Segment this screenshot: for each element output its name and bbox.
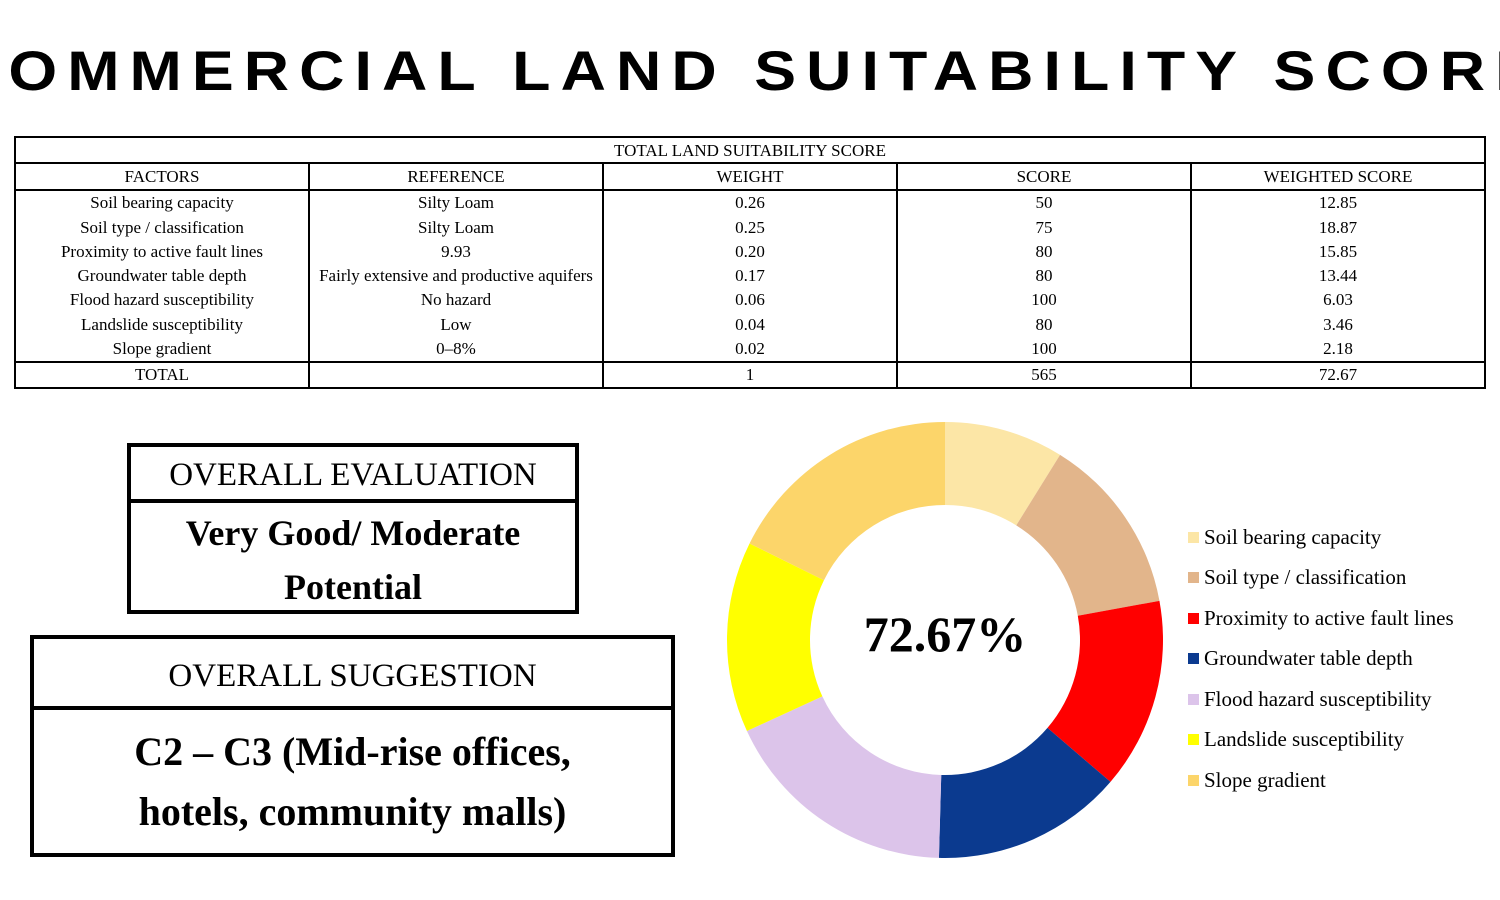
overall-evaluation-box: OVERALL EVALUATION Very Good/ Moderate Po… xyxy=(127,443,579,614)
table-cell: 2.18 xyxy=(1190,336,1486,362)
column-header: WEIGHTED SCORE xyxy=(1190,163,1486,191)
table-row: Soil bearing capacity Silty Loam 0.26 50 12.… xyxy=(14,189,1486,215)
donut-center-label: 72.67% xyxy=(863,606,1027,662)
table-cell: Proximity to active fault lines xyxy=(14,239,310,264)
table-cell: Flood hazard susceptibility xyxy=(14,287,310,313)
table-cell: 100 xyxy=(896,336,1192,362)
donut-slice xyxy=(1047,600,1163,782)
suggestion-line-2: hotels, community malls) xyxy=(138,789,567,834)
legend-label: Slope gradient xyxy=(1204,767,1326,792)
total-cell xyxy=(308,360,604,388)
donut-slice xyxy=(945,422,1061,526)
page-title: COMMERCIAL LAND SUITABILITY SCORE xyxy=(0,39,1500,102)
legend-item: Proximity to active fault lines xyxy=(1188,598,1454,639)
legend-item: Groundwater table depth xyxy=(1188,639,1454,680)
evaluation-heading: OVERALL EVALUATION xyxy=(131,447,575,503)
total-cell: 72.67 xyxy=(1190,360,1486,388)
table-cell: Landslide susceptibility xyxy=(14,312,310,337)
column-header: WEIGHT xyxy=(602,163,898,191)
legend-item: Soil type / classification xyxy=(1188,558,1454,599)
table-cell: Low xyxy=(308,312,604,337)
column-header: SCORE xyxy=(896,163,1192,191)
table-row: Slope gradient 0–8% 0.02 100 2.18 xyxy=(14,336,1486,362)
suggestion-heading: OVERALL SUGGESTION xyxy=(34,639,671,710)
table-cell: 0.17 xyxy=(602,263,898,288)
table-cell: 75 xyxy=(896,214,1192,240)
table-cell: 3.46 xyxy=(1190,312,1486,337)
total-cell: 1 xyxy=(602,360,898,388)
table-cell: 18.87 xyxy=(1190,214,1486,240)
legend-swatch xyxy=(1188,531,1199,543)
table-caption: TOTAL LAND SUITABILITY SCORE xyxy=(14,137,1486,165)
legend-label: Soil type / classification xyxy=(1204,565,1407,590)
table-row: Landslide susceptibility Low 0.04 80 3.46 xyxy=(14,312,1486,337)
table-cell: Slope gradient xyxy=(14,336,310,362)
legend-swatch xyxy=(1188,653,1199,665)
evaluation-line-1: Very Good/ Moderate xyxy=(185,513,521,553)
donut-slice xyxy=(746,696,942,858)
legend-label: Soil bearing capacity xyxy=(1204,524,1382,549)
table-cell: 13.44 xyxy=(1190,263,1486,288)
table-cell: 80 xyxy=(896,312,1192,337)
table-cell: 0–8% xyxy=(308,336,604,362)
table-cell: Soil bearing capacity xyxy=(14,189,310,215)
legend-label: Groundwater table depth xyxy=(1204,646,1413,671)
legend-swatch xyxy=(1188,612,1199,624)
legend-label: Landslide susceptibility xyxy=(1204,727,1405,752)
table-cell: 15.85 xyxy=(1190,239,1486,264)
donut-slice xyxy=(726,543,824,732)
column-header: FACTORS xyxy=(14,163,310,191)
chart-legend: Soil bearing capacity Soil type / classif… xyxy=(1188,517,1454,801)
donut-slice xyxy=(938,727,1111,858)
legend-swatch xyxy=(1188,572,1199,584)
suitability-table: TOTAL LAND SUITABILITY SCORE FACTORS REFE… xyxy=(14,136,1486,389)
table-cell: 0.26 xyxy=(602,189,898,215)
suggestion-line-1: C2 – C3 (Mid-rise offices, xyxy=(134,729,571,774)
table-total-row: TOTAL 1 565 72.67 xyxy=(14,360,1486,388)
evaluation-line-2: Potential xyxy=(284,567,422,607)
total-cell: 565 xyxy=(896,360,1192,388)
total-cell: TOTAL xyxy=(14,360,310,388)
legend-label: Proximity to active fault lines xyxy=(1204,605,1454,630)
table-row: Flood hazard susceptibility No hazard 0.06… xyxy=(14,287,1486,313)
table-cell: 0.06 xyxy=(602,287,898,313)
table-cell: 9.93 xyxy=(308,239,604,264)
table-cell: 50 xyxy=(896,189,1192,215)
table-cell: 100 xyxy=(896,287,1192,313)
donut-slice xyxy=(749,422,945,581)
table-cell: 80 xyxy=(896,263,1192,288)
overall-suggestion-box: OVERALL SUGGESTION C2 – C3 (Mid-rise off… xyxy=(30,635,675,857)
legend-item: Landslide susceptibility xyxy=(1188,720,1454,761)
table-cell: Soil type / classification xyxy=(14,214,310,240)
column-header: REFERENCE xyxy=(308,163,604,191)
table-row: Groundwater table depth Fairly extensive … xyxy=(14,263,1486,288)
table-header-row: FACTORS REFERENCE WEIGHT SCORE WEIGHTED SCOR… xyxy=(14,163,1486,191)
legend-item: Slope gradient xyxy=(1188,760,1454,801)
legend-item: Soil bearing capacity xyxy=(1188,517,1454,558)
legend-label: Flood hazard susceptibility xyxy=(1204,686,1432,711)
table-cell: Fairly extensive and productive aquifers xyxy=(308,263,604,288)
table-cell: Silty Loam xyxy=(308,214,604,240)
table-cell: 6.03 xyxy=(1190,287,1486,313)
legend-swatch xyxy=(1188,774,1199,786)
table-cell: 0.04 xyxy=(602,312,898,337)
table-cell: 0.02 xyxy=(602,336,898,362)
table-cell: 0.20 xyxy=(602,239,898,264)
table-cell: Groundwater table depth xyxy=(14,263,310,288)
table-cell: 80 xyxy=(896,239,1192,264)
donut-slice xyxy=(1016,454,1160,616)
legend-item: Flood hazard susceptibility xyxy=(1188,679,1454,720)
legend-swatch xyxy=(1188,693,1199,705)
table-row: Proximity to active fault lines 9.93 0.20 8… xyxy=(14,239,1486,264)
table-row: Soil type / classification Silty Loam 0.25… xyxy=(14,214,1486,240)
table-cell: No hazard xyxy=(308,287,604,313)
table-cell: Silty Loam xyxy=(308,189,604,215)
legend-swatch xyxy=(1188,734,1199,746)
table-cell: 12.85 xyxy=(1190,189,1486,215)
table-cell: 0.25 xyxy=(602,214,898,240)
